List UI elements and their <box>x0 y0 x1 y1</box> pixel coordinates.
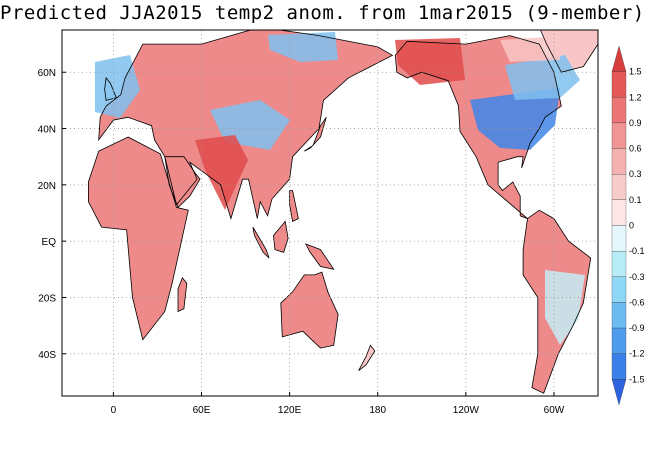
colorbar-level-label: 0 <box>629 221 634 231</box>
colorbar-level-label: 0.3 <box>629 169 642 179</box>
colorbar-swatch <box>611 97 627 124</box>
lon-tick-label: 0 <box>111 405 117 416</box>
colorbar-level-label: -0.1 <box>629 246 645 256</box>
colorbar-level-label: -0.3 <box>629 272 645 282</box>
map-frame <box>61 29 599 397</box>
borneo-landmass-coastline <box>273 220 289 253</box>
australia-landmass <box>280 272 339 349</box>
new-guinea-landmass-coastline <box>304 243 335 270</box>
australia-landmass-coastline <box>280 271 339 349</box>
lon-tick-label: 60E <box>193 405 211 416</box>
colorbar-level-label: -1.5 <box>629 374 645 384</box>
lat-lon-grid <box>62 30 598 396</box>
colorbar-swatch <box>611 276 627 303</box>
colorbar-level-label: -0.6 <box>629 297 645 307</box>
latitude-tick-labels: 60N 40N 20N EQ 20S 40S <box>38 68 57 361</box>
alaska-warm-region <box>395 38 465 85</box>
uk-landmass-coastline <box>104 76 117 101</box>
south-america-cool-region <box>545 270 585 345</box>
arabia-landmass <box>164 156 200 208</box>
greenland-landmass-coastline <box>540 30 598 73</box>
borneo-landmass <box>273 221 289 253</box>
lat-tick-label: 20S <box>38 293 56 304</box>
colorbar: 1.5 1.2 0.9 0.6 0.3 0.1 0 -0.1 -0.3 -0.6 -0.9 -1.2 -… <box>611 45 645 406</box>
colorbar-level-label: 0.6 <box>629 144 642 154</box>
lat-tick-label: EQ <box>42 237 57 248</box>
colorbar-swatch <box>611 148 627 175</box>
europe-asia-landmass-coastline <box>98 30 394 220</box>
africa-landmass <box>88 137 189 340</box>
colorbar-level-label: 1.5 <box>629 67 642 77</box>
sumatra-landmass <box>252 227 270 258</box>
colorbar-level-label: -1.2 <box>629 349 645 359</box>
longitude-tick-labels: 0 60E 120E 180 120W 60W <box>111 405 565 416</box>
colorbar-swatch <box>611 302 627 329</box>
colorbar-level-label: 0.9 <box>629 118 642 128</box>
northeast-america-cool-region <box>470 88 560 150</box>
lon-tick-label: 120E <box>278 405 302 416</box>
lat-tick-label: 40N <box>38 125 56 136</box>
colorbar-swatch <box>611 71 627 98</box>
philippines-landmass <box>289 190 299 222</box>
colorbar-swatch <box>611 327 627 354</box>
anomaly-overlay-layer <box>95 32 585 345</box>
colorbar-swatch <box>611 250 627 277</box>
lat-tick-label: 60N <box>38 68 56 79</box>
madagascar-landmass-coastline <box>177 277 188 313</box>
coastline-layer <box>88 30 598 394</box>
colorbar-swatch <box>611 379 627 406</box>
canada-cool-region <box>505 55 580 100</box>
africa-landmass-coastline <box>88 136 189 341</box>
lon-tick-label: 60W <box>544 405 565 416</box>
colorbar-swatch <box>611 353 627 380</box>
sumatra-landmass-coastline <box>252 226 270 259</box>
colorbar-level-label: 1.2 <box>629 92 642 102</box>
arabia-landmass-coastline <box>164 156 201 209</box>
lat-tick-label: 40S <box>38 350 56 361</box>
lon-tick-label: 120W <box>453 405 480 416</box>
colorbar-level-label: 0.1 <box>629 195 642 205</box>
colorbar-swatch <box>611 122 627 149</box>
colorbar-swatch <box>611 225 627 252</box>
new-zealand-landmass-coastline <box>358 344 376 372</box>
colorbar-level-label: -0.9 <box>629 323 645 333</box>
map-title: Predicted JJA2015 temp2 anom. from 1mar2… <box>0 2 645 24</box>
lat-tick-label: 20N <box>38 181 56 192</box>
siberia-cool-region <box>268 32 338 62</box>
arctic-neutral-region <box>500 36 560 62</box>
madagascar-landmass <box>178 277 187 312</box>
lon-tick-label: 180 <box>369 405 386 416</box>
colorbar-swatch <box>611 174 627 201</box>
india-warm-region <box>195 135 248 210</box>
new-zealand-landmass <box>358 345 375 371</box>
new-guinea-landmass <box>305 244 334 270</box>
colorbar-swatch <box>611 199 627 226</box>
japan-landmass-coastline <box>304 117 327 152</box>
colorbar-swatch <box>611 45 627 72</box>
